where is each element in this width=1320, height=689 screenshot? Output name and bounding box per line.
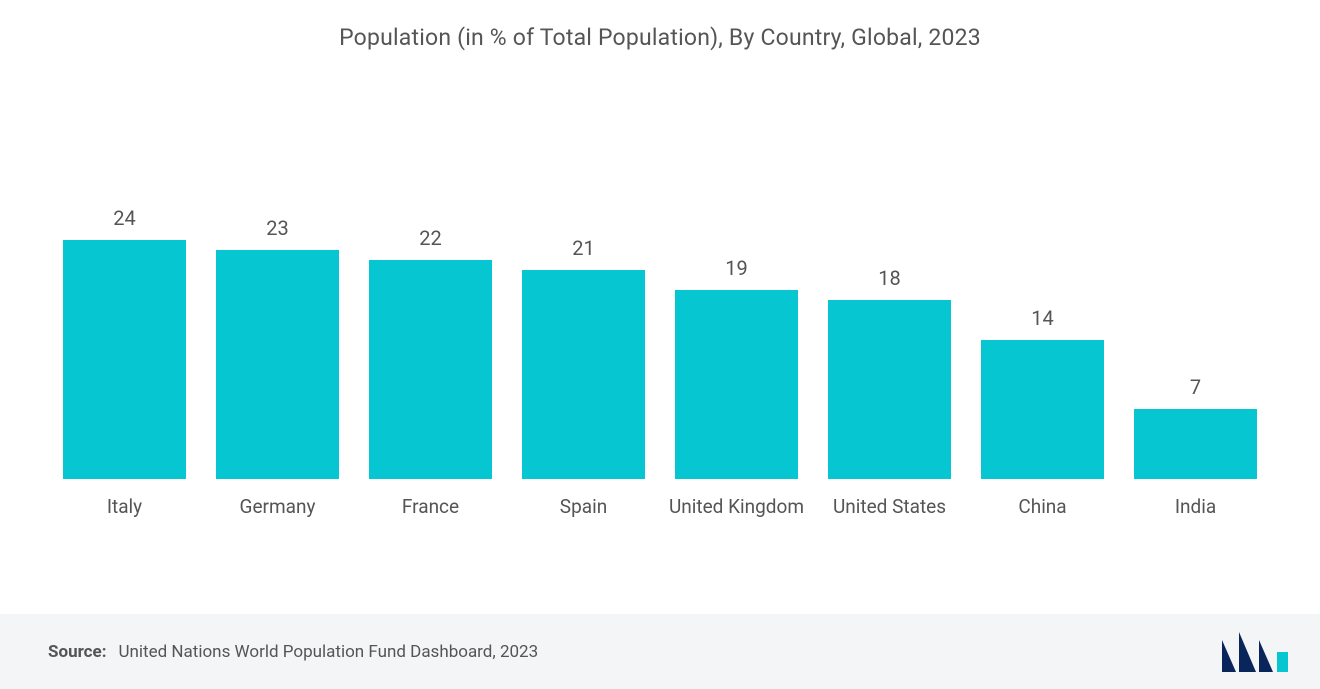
chart-plot-area: 24Italy23Germany22France21Spain19United … bbox=[55, 199, 1265, 529]
bar-category-label: France bbox=[358, 494, 503, 520]
bar-group: 24Italy bbox=[63, 199, 186, 479]
bar-group: 14China bbox=[981, 199, 1104, 479]
bar bbox=[1134, 409, 1257, 479]
bar-value-label: 23 bbox=[266, 216, 288, 240]
bar-value-label: 7 bbox=[1190, 375, 1201, 399]
bar-category-label: Italy bbox=[52, 494, 197, 520]
bar-group: 22France bbox=[369, 199, 492, 479]
source-text: United Nations World Population Fund Das… bbox=[118, 642, 538, 662]
bar-category-label: Spain bbox=[511, 494, 656, 520]
footer-band: Source: United Nations World Population … bbox=[0, 614, 1320, 689]
bar bbox=[63, 240, 186, 479]
bar bbox=[981, 340, 1104, 479]
bar-category-label: China bbox=[970, 494, 1115, 520]
brand-logo bbox=[1220, 630, 1290, 674]
bar-category-label: Germany bbox=[205, 494, 350, 520]
bar-value-label: 19 bbox=[725, 256, 747, 280]
bar-value-label: 14 bbox=[1031, 306, 1053, 330]
bar-group: 23Germany bbox=[216, 199, 339, 479]
bar-group: 18United States bbox=[828, 199, 951, 479]
bar-category-label: United Kingdom bbox=[664, 494, 809, 520]
bar-value-label: 24 bbox=[113, 206, 135, 230]
bar bbox=[675, 290, 798, 479]
bar-group: 21Spain bbox=[522, 199, 645, 479]
logo-icon bbox=[1220, 630, 1290, 674]
bar-category-label: United States bbox=[817, 494, 962, 520]
bar-value-label: 21 bbox=[572, 236, 594, 260]
source-label: Source: bbox=[48, 642, 106, 662]
bar-value-label: 22 bbox=[419, 226, 441, 250]
chart-title: Population (in % of Total Population), B… bbox=[0, 24, 1320, 51]
bar-group: 19United Kingdom bbox=[675, 199, 798, 479]
source-row: Source: United Nations World Population … bbox=[48, 642, 538, 662]
bar-value-label: 18 bbox=[878, 266, 900, 290]
bar-group: 7India bbox=[1134, 199, 1257, 479]
bar bbox=[522, 270, 645, 479]
bar-category-label: India bbox=[1123, 494, 1268, 520]
bar bbox=[369, 260, 492, 479]
bars-container: 24Italy23Germany22France21Spain19United … bbox=[55, 199, 1265, 479]
bar bbox=[828, 300, 951, 479]
bar bbox=[216, 250, 339, 479]
